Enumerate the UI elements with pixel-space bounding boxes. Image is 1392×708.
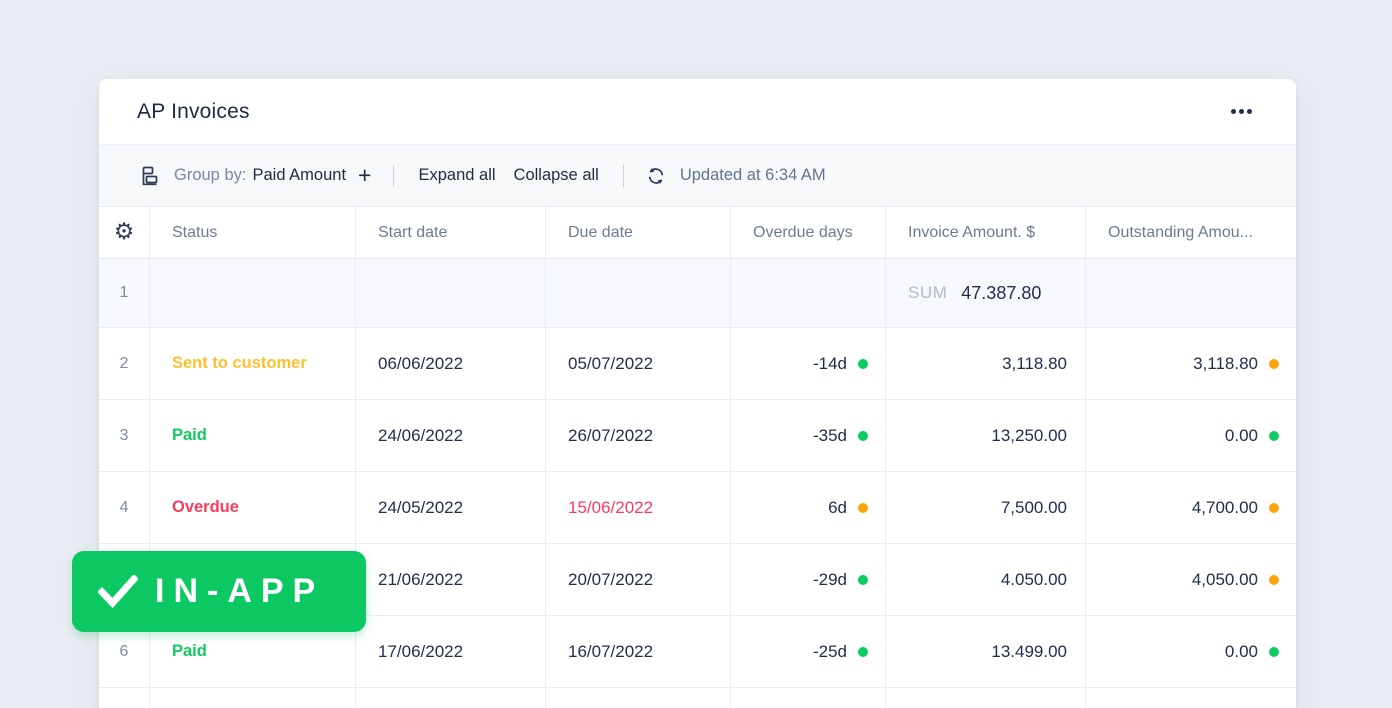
start-date-cell: 21/06/2022 [356,544,546,615]
column-header-due-date[interactable]: Due date [546,207,731,258]
due-date-cell: 20/07/2022 [546,544,731,615]
table-header-row: ⚙ Status Start date Due date Overdue day… [99,207,1296,259]
table-row[interactable]: 2 Sent to customer 06/06/2022 05/07/2022… [99,328,1296,400]
invoice-amount-cell: 3,118.80 [886,328,1086,399]
divider [393,164,395,187]
ellipsis-icon[interactable] [1229,103,1254,120]
status-dot [1269,574,1279,585]
column-header-status[interactable]: Status [150,207,356,258]
invoice-amount-cell: 4.050.00 [886,544,1086,615]
refresh-icon[interactable] [646,166,666,186]
outstanding-amount-value: 3,118.80 [1193,353,1258,373]
divider [622,164,624,187]
status-dot [1269,646,1279,657]
overdue-days-value: 6d [828,497,847,517]
group-sum-row[interactable]: 1 SUM 47.387.80 [99,259,1296,328]
check-icon [98,575,138,608]
status-cell: Overdue [150,472,356,543]
collapse-all-button[interactable]: Collapse all [513,166,599,184]
table-row[interactable]: 4 Overdue 24/05/2022 15/06/2022 6d 7,500… [99,472,1296,544]
overdue-days-value: -25d [812,641,847,661]
group-by-label: Group by: [174,166,247,184]
status-dot [1269,358,1279,369]
status-cell: Sent to customer [150,328,356,399]
group-by-icon [139,165,160,186]
start-date-cell: 17/06/2022 [356,616,546,687]
invoice-amount-cell: 13,250.00 [886,400,1086,471]
outstanding-amount-value: 4,050.00 [1191,569,1258,589]
status-dot [1269,430,1279,441]
row-number: 1 [99,259,150,327]
outstanding-amount-value: 0.00 [1224,425,1258,445]
status-dot [858,430,868,441]
outstanding-amount-value: 4,700.00 [1191,497,1258,517]
status-dot [858,646,868,657]
due-date-cell: 15/06/2022 [546,472,731,543]
due-date-cell: 16/07/2022 [546,616,731,687]
plus-icon[interactable]: + [358,162,372,188]
row-number: 3 [99,400,150,471]
column-header-start-date[interactable]: Start date [356,207,546,258]
outstanding-amount-value: 0.00 [1224,641,1258,661]
status-dot [858,574,868,585]
group-by-value[interactable]: Paid Amount [252,166,347,184]
start-date-cell: 24/06/2022 [356,400,546,471]
sum-value: 47.387.80 [961,282,1042,303]
invoice-amount-cell: 7,500.00 [886,472,1086,543]
sum-label: SUM [908,283,948,302]
widget-title-bar: AP Invoices [99,79,1296,145]
in-app-badge: IN-APP [72,551,366,632]
row-number: 2 [99,328,150,399]
start-date-cell: 06/06/2022 [356,328,546,399]
gear-icon[interactable]: ⚙ [113,219,135,245]
table-row[interactable] [99,688,1296,708]
overdue-days-value: -35d [812,425,847,445]
table-toolbar: Group by: Paid Amount + Expand all Colla… [99,145,1296,207]
due-date-cell: 26/07/2022 [546,400,731,471]
status-dot [1269,502,1279,513]
start-date-cell: 24/05/2022 [356,472,546,543]
badge-label: IN-APP [155,572,325,610]
invoice-amount-cell: 13.499.00 [886,616,1086,687]
column-header-outstanding-amount[interactable]: Outstanding Amou... [1108,224,1253,241]
status-dot [858,502,868,513]
column-header-invoice-amount[interactable]: Invoice Amount. $ [886,207,1086,258]
column-header-overdue-days[interactable]: Overdue days [731,207,886,258]
overdue-days-value: -14d [812,353,847,373]
row-number: 6 [99,616,150,687]
table-row[interactable]: 3 Paid 24/06/2022 26/07/2022 -35d 13,250… [99,400,1296,472]
status-dot [858,358,868,369]
expand-all-button[interactable]: Expand all [418,166,496,184]
page-title: AP Invoices [137,99,250,123]
due-date-cell: 05/07/2022 [546,328,731,399]
updated-timestamp: Updated at 6:34 AM [679,166,826,184]
status-cell: Paid [150,400,356,471]
status-cell: Paid [150,616,356,687]
row-number: 4 [99,472,150,543]
overdue-days-value: -29d [812,569,847,589]
